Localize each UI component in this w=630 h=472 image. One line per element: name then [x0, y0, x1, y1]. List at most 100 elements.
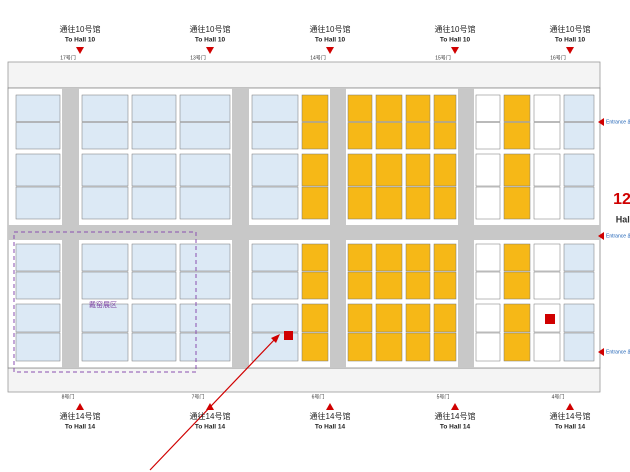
booth	[503, 94, 531, 122]
booth	[533, 243, 561, 272]
booth	[433, 186, 457, 220]
booth	[375, 122, 403, 150]
booth	[563, 243, 595, 272]
booth	[179, 303, 231, 333]
booth	[301, 153, 329, 187]
booth	[15, 153, 61, 187]
booth	[375, 271, 403, 300]
booth	[15, 186, 61, 220]
booth	[475, 186, 501, 220]
booth	[533, 94, 561, 122]
booth	[301, 271, 329, 300]
sign-cn: 通往14号馆	[435, 411, 476, 421]
entrance-label: Entrance 出入口	[606, 118, 630, 125]
highlight-booth	[284, 331, 293, 340]
booth	[347, 122, 373, 150]
gate-label: 13号门	[190, 54, 206, 61]
booth	[347, 94, 373, 122]
sign-cn: 通往10号馆	[60, 24, 101, 34]
booth	[533, 271, 561, 300]
booth	[251, 94, 299, 122]
booth	[179, 271, 231, 300]
sign-en: To Hall 14	[440, 424, 471, 431]
entrance-label: Entrance 出	[606, 232, 630, 239]
booth	[131, 243, 177, 272]
booth	[475, 332, 501, 362]
booth	[15, 332, 61, 362]
booth	[179, 153, 231, 187]
booth	[503, 153, 531, 187]
sign-en: To Hall 14	[555, 424, 586, 431]
booth	[251, 303, 299, 333]
sign-en: To Hall 10	[440, 37, 471, 44]
booth	[503, 303, 531, 333]
booth	[405, 332, 431, 362]
entrance-arrow	[598, 118, 604, 126]
booth	[375, 94, 403, 122]
booth	[405, 122, 431, 150]
booth	[301, 332, 329, 362]
booth	[563, 271, 595, 300]
arrow	[206, 47, 214, 54]
booth	[15, 303, 61, 333]
booth	[375, 153, 403, 187]
gate-label: 6号门	[312, 393, 325, 400]
booth	[251, 243, 299, 272]
booth	[347, 243, 373, 272]
sign-cn: 通往10号馆	[550, 24, 591, 34]
booth	[15, 243, 61, 272]
booth	[375, 243, 403, 272]
booth	[405, 303, 431, 333]
booth	[347, 332, 373, 362]
arrow	[451, 47, 459, 54]
booth	[347, 303, 373, 333]
booth	[251, 271, 299, 300]
booth	[405, 243, 431, 272]
booth	[131, 153, 177, 187]
booth	[131, 271, 177, 300]
booth	[15, 271, 61, 300]
booth	[301, 94, 329, 122]
booth	[131, 122, 177, 150]
booth	[475, 303, 501, 333]
booth	[503, 186, 531, 220]
booth	[251, 186, 299, 220]
entrance-arrow	[598, 232, 604, 240]
zone-outline	[13, 231, 197, 373]
pointer-head	[271, 334, 280, 343]
gate-label: 8号门	[62, 393, 75, 400]
sign-en: To Hall 10	[195, 37, 226, 44]
gate-label: 4号门	[552, 393, 565, 400]
highlight-booth	[545, 314, 555, 324]
south-wall	[7, 367, 601, 393]
booth	[433, 153, 457, 187]
gate-label: 14号门	[310, 54, 326, 61]
gate-label: 15号门	[435, 54, 451, 61]
zone-label: 戴窑展区	[89, 300, 117, 309]
sign-cn: 通往10号馆	[190, 24, 231, 34]
booth	[131, 94, 177, 122]
booth	[533, 186, 561, 220]
booth	[347, 271, 373, 300]
arrow	[566, 403, 574, 410]
booth	[81, 303, 129, 333]
booth	[433, 94, 457, 122]
booth	[533, 332, 561, 362]
booth	[179, 332, 231, 362]
gate-label: 7号门	[192, 393, 205, 400]
sign-cn: 通往14号馆	[550, 411, 591, 421]
hall-number: 12	[613, 191, 630, 208]
arrow	[326, 47, 334, 54]
booth	[15, 94, 61, 122]
entrance-label: Entrance 出入口	[606, 348, 630, 355]
booth	[301, 303, 329, 333]
gate-label: 17号门	[60, 54, 76, 61]
booth	[503, 243, 531, 272]
sign-cn: 通往10号馆	[435, 24, 476, 34]
entrance-arrow	[598, 348, 604, 356]
aisle	[8, 225, 600, 240]
sign-en: To Hall 14	[195, 424, 226, 431]
booth	[301, 243, 329, 272]
arrow	[451, 403, 459, 410]
booth	[81, 153, 129, 187]
